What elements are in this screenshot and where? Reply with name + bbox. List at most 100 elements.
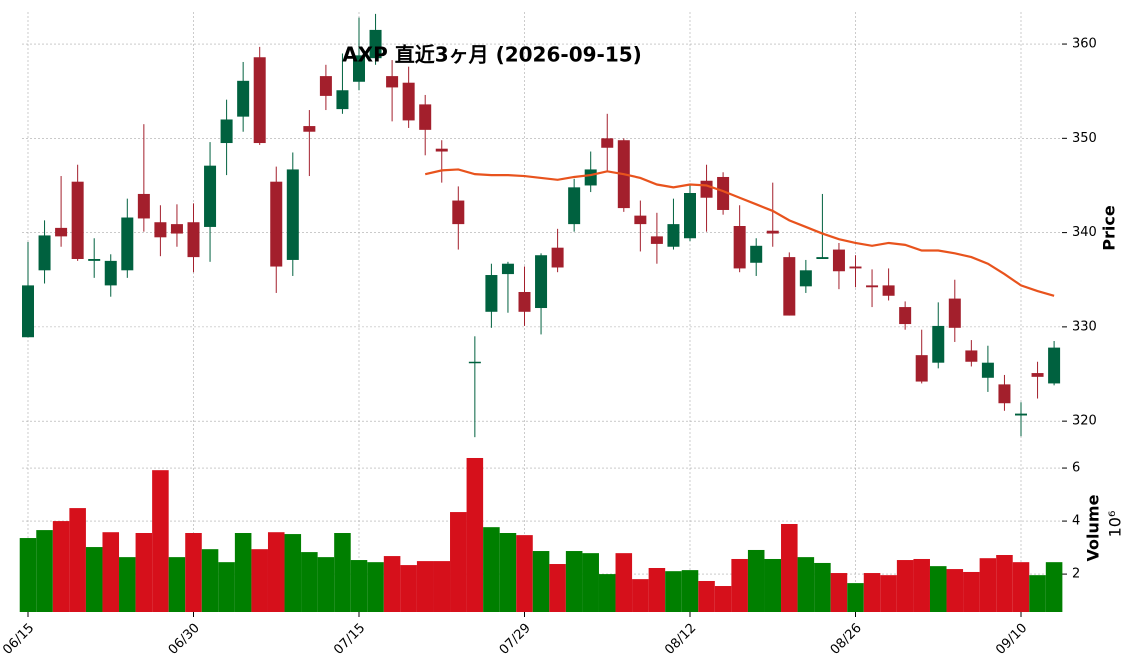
volume-bar [681, 570, 699, 612]
volume-bar [251, 549, 268, 612]
volume-tick-label: 6 [1072, 461, 1080, 476]
candle-body [187, 222, 200, 258]
volume-bar [317, 557, 335, 612]
candle-body [684, 193, 696, 239]
volume-bar [747, 549, 765, 612]
volume-bar [284, 534, 302, 612]
volume-tick-label: 2 [1072, 567, 1080, 582]
candle-body [667, 224, 680, 247]
candle-body [55, 227, 68, 237]
volume-bar [350, 560, 368, 612]
volume-bar [119, 557, 136, 612]
x-tick-label: 06/30 [166, 621, 203, 658]
candle-body [485, 275, 498, 312]
candle-body [750, 245, 763, 263]
volume-bar [334, 533, 351, 612]
candle-body [783, 257, 796, 316]
volume-multiplier: 10⁶ [1106, 511, 1125, 538]
candle-body [468, 361, 481, 364]
volume-bar [367, 562, 384, 612]
candle-body [551, 247, 564, 268]
candle-body [1048, 347, 1061, 384]
candle-body [88, 258, 101, 261]
candle-body [419, 104, 432, 130]
candle-body [733, 226, 746, 269]
y-tick-label: 320 [1072, 414, 1097, 429]
candle-body [948, 298, 961, 328]
volume-bar [847, 583, 864, 612]
volume-bar [450, 512, 467, 612]
candle-body [832, 249, 845, 272]
volume-bar [416, 561, 434, 612]
candle-body [766, 230, 779, 234]
x-tick-label: 06/15 [0, 621, 37, 658]
volume-bar [483, 527, 500, 612]
candle-body [253, 57, 266, 144]
volume-axis-label: Volume [1084, 494, 1103, 561]
candle-body [965, 350, 978, 362]
candle-body [1015, 413, 1027, 416]
candle-body [353, 55, 365, 82]
volume-tick-label: 4 [1072, 514, 1080, 529]
candle-body [22, 285, 34, 338]
volume-bar [218, 562, 235, 612]
volume-bar [963, 571, 980, 612]
volume-bar [433, 561, 451, 612]
candle-body [816, 257, 829, 259]
volume-bar [549, 564, 566, 612]
volume-bar [632, 579, 649, 612]
candle-body [799, 270, 812, 287]
volume-bar [863, 573, 881, 612]
volume-bar [731, 558, 748, 612]
volume-bar [466, 457, 484, 612]
candle-body [303, 126, 316, 132]
candle-body [882, 285, 895, 296]
volume-bar [201, 549, 219, 612]
x-tick-label: 07/29 [497, 621, 534, 658]
candle-body [386, 76, 399, 88]
volume-bar [830, 573, 848, 612]
volume-bar [797, 557, 815, 612]
volume-bar [598, 574, 616, 612]
candle-body [435, 148, 448, 152]
volume-bar [85, 547, 103, 612]
volume-bar [532, 551, 550, 612]
candle-body [601, 138, 614, 148]
candle-body [104, 260, 117, 286]
candle-body [650, 236, 663, 244]
y-tick-label: 360 [1072, 37, 1097, 52]
candle-body [137, 193, 150, 219]
x-tick-label: 08/12 [662, 621, 699, 658]
candle-body [286, 169, 299, 260]
candle-body [452, 200, 465, 225]
volume-bar [665, 571, 682, 612]
candle-body [121, 217, 134, 271]
volume-bar [152, 470, 169, 612]
volume-bar [69, 508, 86, 612]
volume-bar [234, 533, 252, 612]
candle-body [204, 165, 217, 227]
candle-body [915, 355, 928, 382]
volume-bar [52, 521, 70, 612]
chart-title: AXP 直近3ヶ月 (2026-09-15) [342, 43, 642, 67]
volume-bar [1012, 562, 1030, 612]
y-axis-label: Price [1100, 205, 1119, 251]
volume-bar [168, 557, 186, 612]
candle-body [849, 266, 862, 269]
volume-bar [880, 575, 897, 612]
volume-bar [185, 533, 202, 612]
candle-body [1031, 373, 1044, 377]
volume-bar [814, 562, 831, 612]
candle-body [535, 255, 548, 309]
volume-bar [19, 538, 37, 612]
volume-bar [698, 580, 715, 612]
candle-body [154, 222, 167, 238]
candle-body [866, 285, 879, 288]
candle-body [568, 187, 581, 225]
candle-body [899, 307, 912, 325]
volume-bar [267, 532, 285, 612]
candle-body [501, 263, 514, 275]
x-tick-label: 07/15 [331, 621, 368, 658]
volume-bar [400, 565, 417, 612]
